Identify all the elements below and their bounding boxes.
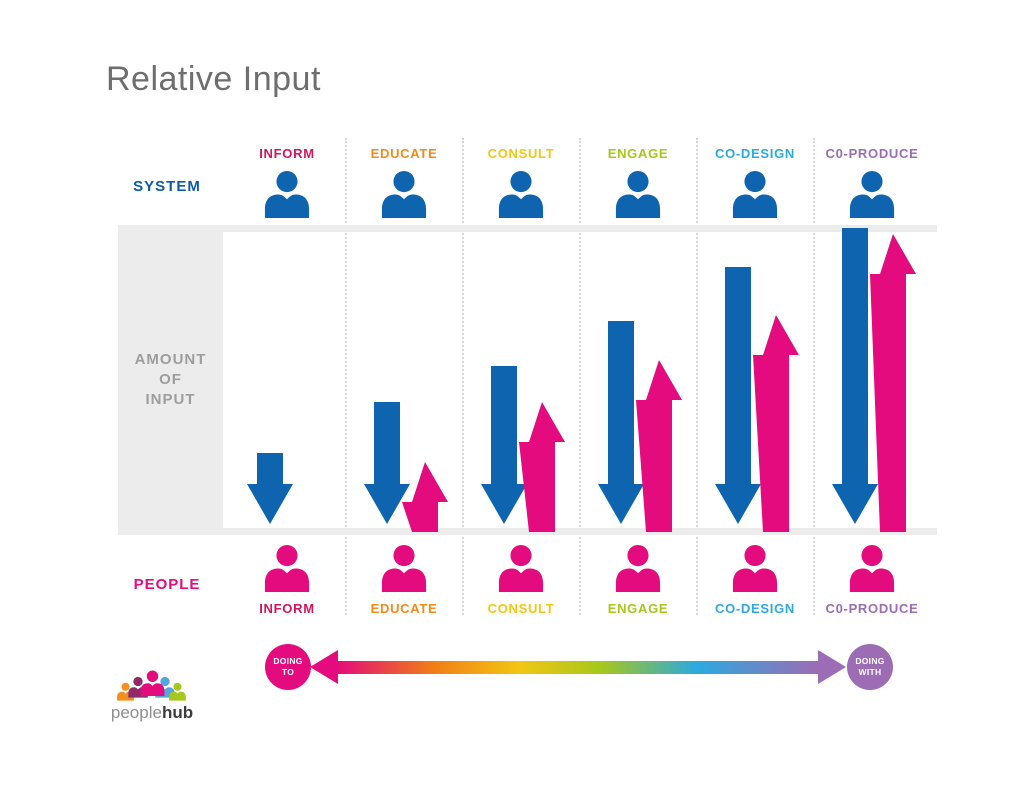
column-footer-consult: CONSULT — [487, 601, 555, 616]
people-person-icon-engage — [613, 544, 663, 592]
column-footer-educate: EDUCATE — [370, 601, 438, 616]
people-person-icon-co-design — [730, 544, 780, 592]
spectrum-left-arrowhead-icon — [310, 650, 338, 684]
people-person-icon-inform — [262, 544, 312, 592]
people-input-arrow-consult — [519, 402, 565, 532]
column-separator — [813, 138, 815, 615]
chart-baseline — [223, 528, 937, 535]
system-person-icon-co-design — [730, 170, 780, 218]
peoplehub-logo-figures-icon — [117, 670, 186, 701]
system-input-arrow-c0-produce — [832, 228, 878, 524]
people-person-icon-consult — [496, 544, 546, 592]
column-separator — [579, 138, 581, 615]
column-footer-engage: ENGAGE — [607, 601, 669, 616]
spectrum-right-arrowhead-icon — [818, 650, 846, 684]
logo-word-people: people — [110, 703, 162, 722]
people-person-icon-educate — [379, 544, 429, 592]
column-separator — [345, 138, 347, 615]
people-input-arrow-engage — [636, 360, 682, 532]
system-person-icon-educate — [379, 170, 429, 218]
column-header-c0-produce: C0-PRODUCE — [825, 146, 919, 161]
column-header-educate: EDUCATE — [370, 146, 438, 161]
doing-with-badge: DOING WITH — [847, 644, 893, 690]
column-header-consult: CONSULT — [487, 146, 555, 161]
system-input-arrow-educate — [364, 402, 410, 524]
column-footer-co-design: CO-DESIGN — [715, 601, 795, 616]
people-person-icon-c0-produce — [847, 544, 897, 592]
people-input-arrow-c0-produce — [870, 234, 916, 532]
system-input-arrow-engage — [598, 321, 644, 524]
system-person-icon-engage — [613, 170, 663, 218]
column-footer-c0-produce: C0-PRODUCE — [825, 601, 919, 616]
chart-top-border — [223, 225, 937, 232]
column-header-engage: ENGAGE — [607, 146, 669, 161]
column-separator — [696, 138, 698, 615]
people-row-label: PEOPLE — [133, 576, 201, 593]
system-input-arrow-inform — [247, 453, 293, 524]
y-axis-label: AMOUNT OF INPUT — [134, 350, 207, 409]
system-input-arrow-co-design — [715, 267, 761, 524]
page-title: Relative Input — [106, 60, 321, 98]
column-footer-inform: INFORM — [259, 601, 315, 616]
peoplehub-wordmark: peoplehub — [103, 703, 201, 723]
column-separator — [462, 138, 464, 615]
amount-of-input-panel: AMOUNT OF INPUT — [118, 225, 223, 535]
system-person-icon-inform — [262, 170, 312, 218]
column-header-co-design: CO-DESIGN — [715, 146, 795, 161]
system-person-icon-consult — [496, 170, 546, 218]
system-row-label: SYSTEM — [133, 178, 201, 195]
people-input-arrow-educate — [402, 462, 448, 532]
spectrum-gradient-bar — [336, 661, 818, 674]
system-input-arrow-consult — [481, 366, 527, 524]
doing-to-badge: DOING TO — [265, 644, 311, 690]
system-person-icon-c0-produce — [847, 170, 897, 218]
logo-word-hub: hub — [161, 703, 194, 722]
people-input-arrow-co-design — [753, 315, 799, 532]
column-header-inform: INFORM — [259, 146, 315, 161]
